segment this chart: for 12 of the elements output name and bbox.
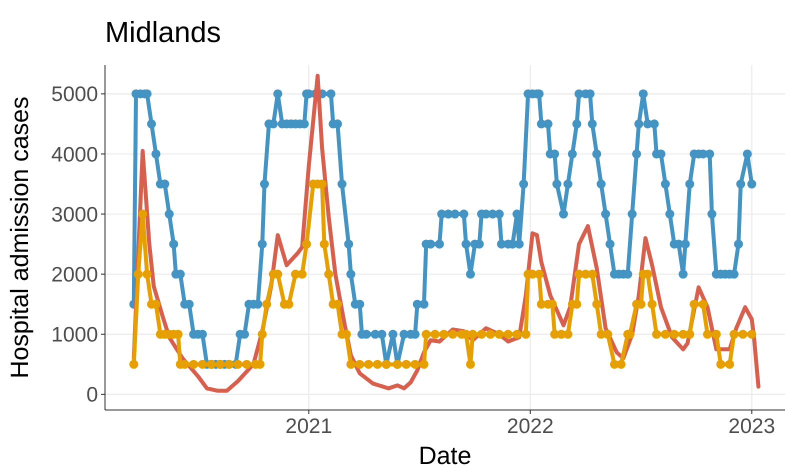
- x-tick-label: 2022: [506, 415, 554, 438]
- y-tick-label: 2000: [51, 264, 98, 287]
- y-tick-label: 1000: [51, 324, 98, 347]
- x-tick-label: 2021: [285, 415, 332, 438]
- y-axis-title: Hospital admission cases: [6, 96, 34, 379]
- x-tick-label: 2023: [728, 415, 776, 438]
- y-tick-label: 3000: [51, 203, 98, 226]
- chart-title: Midlands: [105, 17, 222, 49]
- y-tick-label: 0: [86, 384, 98, 407]
- y-tick-label: 4000: [51, 143, 98, 166]
- x-axis-title: Date: [418, 442, 472, 470]
- y-tick-label: 5000: [51, 83, 98, 106]
